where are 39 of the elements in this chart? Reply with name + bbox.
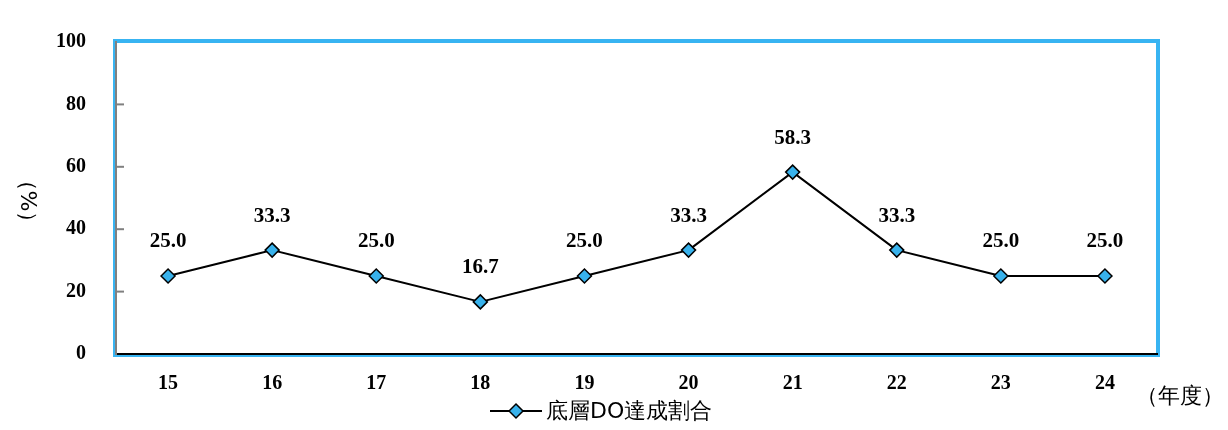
data-label: 25.0 (982, 228, 1020, 253)
y-tick-label: 100 (56, 29, 86, 52)
point (472, 294, 489, 310)
data-label: 16.7 (461, 254, 499, 279)
data-label: 25.0 (566, 228, 603, 253)
data-label: 33.3 (670, 202, 707, 227)
point (680, 242, 697, 258)
point (160, 268, 176, 284)
x-axis-title: （年度） (1136, 383, 1224, 408)
x-tick-label: 19 (574, 371, 595, 394)
point (993, 268, 1009, 284)
data-label: 25.0 (1086, 228, 1124, 253)
y-tick-label: 0 (76, 341, 86, 364)
y-tick-label: 40 (66, 216, 86, 239)
data-label: 58.3 (774, 124, 812, 149)
point (264, 242, 280, 258)
point (1097, 268, 1113, 284)
point (368, 268, 384, 284)
y-tick-label: 80 (66, 91, 86, 114)
y-tick-label: 60 (66, 153, 86, 176)
y-axis-title: （%） (15, 168, 41, 234)
data-label: 33.3 (878, 202, 916, 227)
data-label: 25.0 (357, 228, 395, 253)
legend-label: 底層DO達成割合 (546, 398, 713, 423)
point (889, 242, 905, 258)
x-tick-label: 15 (158, 371, 179, 394)
point (576, 268, 593, 284)
x-tick-label: 22 (886, 371, 907, 394)
data-label: 25.0 (149, 228, 187, 253)
x-tick-label: 18 (470, 371, 491, 394)
data-label: 33.3 (253, 202, 291, 227)
x-tick-label: 17 (366, 371, 387, 394)
x-tick-label: 16 (262, 371, 283, 394)
y-tick-label: 20 (66, 278, 86, 301)
point (784, 164, 801, 180)
x-tick-label: 21 (782, 371, 803, 394)
x-tick-label: 23 (990, 371, 1011, 394)
x-tick-label: 24 (1094, 371, 1115, 394)
x-tick-label: 20 (678, 371, 699, 394)
